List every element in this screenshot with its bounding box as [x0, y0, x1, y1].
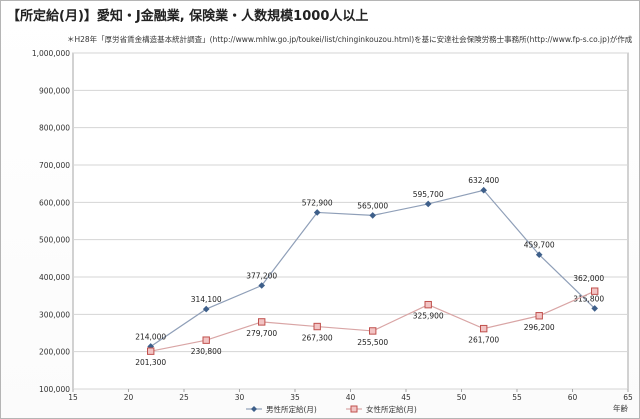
plot-area — [72, 52, 629, 390]
data-label: 314,100 — [191, 295, 222, 304]
data-label: 267,300 — [302, 334, 333, 343]
data-label: 565,000 — [357, 201, 388, 210]
data-point — [313, 322, 321, 331]
y-tick-label: 900,000 — [39, 86, 70, 95]
data-label: 459,700 — [524, 241, 555, 250]
data-point — [535, 251, 543, 259]
x-tick-label: 30 — [235, 393, 245, 402]
data-point — [258, 282, 265, 289]
y-tick-label: 1,000,000 — [32, 49, 70, 58]
x-tick-label: 25 — [179, 393, 189, 402]
legend-marker — [350, 405, 358, 413]
data-label: 315,800 — [573, 294, 604, 303]
y-tick-label: 500,000 — [39, 236, 70, 245]
x-axis-label: 年齢 — [613, 403, 628, 413]
data-label: 279,700 — [246, 329, 277, 338]
data-label: 632,400 — [468, 176, 499, 185]
data-label: 362,000 — [573, 274, 604, 283]
data-point — [147, 347, 155, 355]
data-label: 595,700 — [413, 190, 444, 199]
x-tick-label: 60 — [568, 393, 578, 402]
chart-title: 【所定給(月)】愛知・J金融業, 保険業・人数規模1000人以上 — [7, 9, 369, 24]
legend-marker — [251, 406, 257, 412]
data-point — [424, 300, 432, 309]
y-tick-label: 400,000 — [39, 273, 70, 282]
data-label: 572,900 — [302, 198, 333, 207]
data-label: 201,300 — [135, 358, 166, 367]
y-tick-label: 600,000 — [39, 198, 70, 207]
y-tick-label: 200,000 — [39, 348, 70, 357]
data-label: 296,200 — [524, 323, 555, 332]
data-point — [369, 212, 376, 219]
y-tick-label: 300,000 — [39, 310, 70, 319]
x-tick-label: 45 — [401, 393, 411, 402]
x-tick-label: 50 — [457, 393, 467, 402]
data-point — [535, 312, 543, 320]
legend-entry: 男性所定給(月) — [266, 404, 317, 414]
x-tick-label: 40 — [346, 393, 356, 402]
data-label: 325,900 — [413, 312, 444, 321]
x-tick-label: 65 — [623, 393, 633, 402]
data-point — [313, 209, 321, 216]
data-point — [480, 324, 488, 333]
y-tick-label: 100,000 — [39, 385, 70, 394]
y-tick-label: 800,000 — [39, 124, 70, 133]
data-point — [591, 287, 599, 295]
data-point — [202, 305, 210, 313]
data-label: 255,500 — [357, 338, 388, 347]
data-point — [369, 327, 377, 335]
data-label: 230,800 — [191, 347, 222, 356]
chart-subtitle: ＊H28年「厚労省賃金構造基本統計調査」(http://www.mhlw.go.… — [67, 35, 633, 44]
data-point — [202, 336, 210, 344]
data-point — [480, 186, 487, 194]
legend-entry: 女性所定給(月) — [366, 404, 417, 414]
x-tick-label: 55 — [512, 393, 522, 402]
data-point — [147, 343, 154, 350]
data-label: 214,000 — [135, 332, 166, 341]
x-tick-label: 20 — [124, 393, 134, 402]
x-tick-label: 15 — [68, 393, 78, 402]
y-tick-label: 700,000 — [39, 161, 70, 170]
data-point — [591, 305, 598, 312]
data-label: 261,700 — [468, 336, 499, 345]
data-point — [258, 318, 266, 326]
data-label: 377,200 — [246, 272, 277, 281]
x-tick-label: 35 — [290, 393, 300, 402]
data-point — [424, 200, 432, 208]
